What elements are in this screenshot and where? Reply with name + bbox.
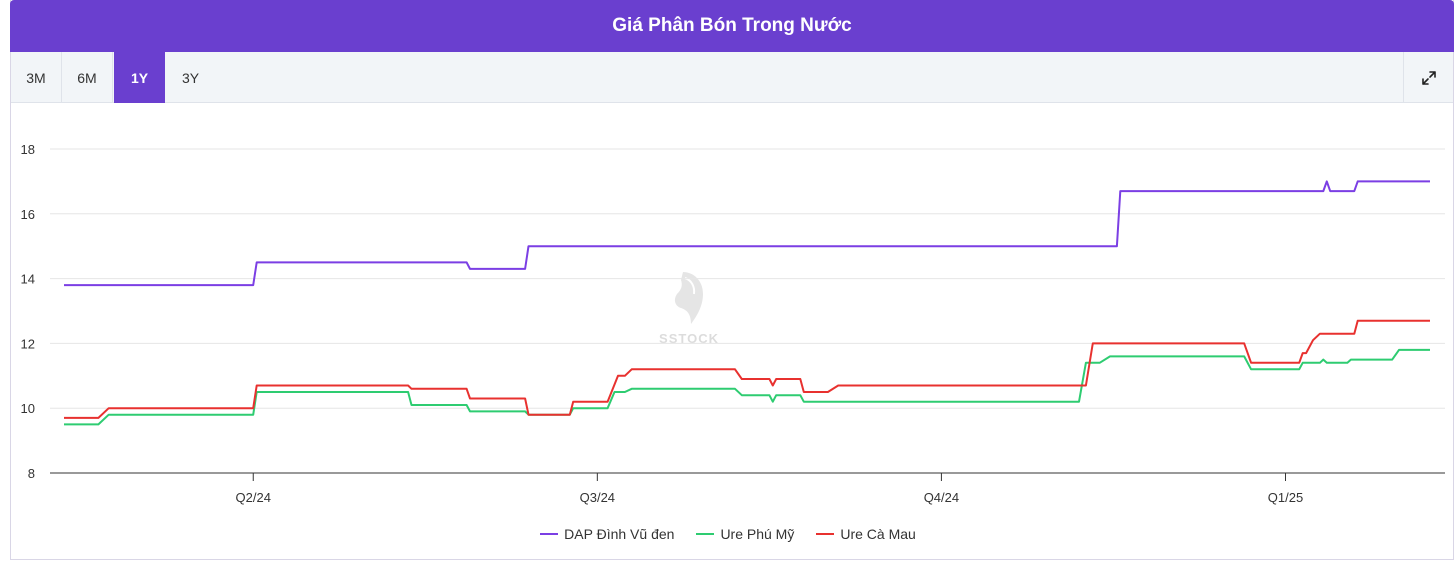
legend-swatch [816,533,835,535]
page-title: Giá Phân Bón Trong Nước [612,15,852,36]
legend-label: Ure Cà Mau [840,526,916,542]
x-tick-label: Q2/24 [236,490,271,505]
tab-1y[interactable]: 1Y [114,52,165,103]
tab-label: 1Y [130,69,149,86]
legend-swatch [696,533,715,535]
x-tick-label: Q3/24 [580,490,615,505]
y-tick-label: 14 [21,272,35,287]
tab-label: 3M [26,69,46,86]
chart-title-bar: Giá Phân Bón Trong Nước [10,0,1454,52]
tab-label: 6M [77,69,97,86]
expand-button[interactable] [1403,52,1453,103]
grid-lines [50,148,1445,409]
series-line-0 [64,180,1430,287]
legend-swatch [540,533,559,535]
legend-label: Ure Phú Mỹ [720,526,795,542]
expand-icon [1421,70,1436,85]
range-tab-bar: 3M 6M 1Y 3Y [11,52,1453,103]
tab-label: 3Y [181,69,200,86]
y-tick-label: 16 [21,207,35,222]
y-tick-label: 10 [21,401,35,416]
tab-3m[interactable]: 3M [11,52,62,103]
series-line-2 [64,319,1430,419]
watermark-text: SSTOCK [659,331,719,346]
x-tick-label: Q1/25 [1268,490,1303,505]
legend-item-ure-phu-my[interactable]: Ure Phú Mỹ [696,526,794,542]
y-axis-ticks: 8 10 12 14 16 18 [21,142,35,481]
tab-6m[interactable]: 6M [62,52,113,103]
legend-item-ure-ca-mau[interactable]: Ure Cà Mau [816,526,916,542]
y-tick-label: 12 [21,336,35,351]
legend-label: DAP Đình Vũ đen [564,526,675,542]
watermark: SSTOCK [646,270,732,346]
series-line-1 [64,348,1430,426]
x-axis: Q2/24 Q3/24 Q4/24 Q1/25 [50,472,1445,505]
x-tick-label: Q4/24 [924,490,959,505]
y-tick-label: 18 [21,142,35,157]
tab-3y[interactable]: 3Y [165,52,216,103]
chart-legend: DAP Đình Vũ đen Ure Phú Mỹ Ure Cà Mau [0,526,1456,542]
line-chart: 8 10 12 14 16 18 Q2/24 Q3/24 Q4/24 Q1/25 [21,142,1445,505]
legend-item-dap[interactable]: DAP Đình Vũ đen [540,526,674,542]
y-tick-label: 8 [28,466,35,481]
series-lines [64,180,1430,426]
